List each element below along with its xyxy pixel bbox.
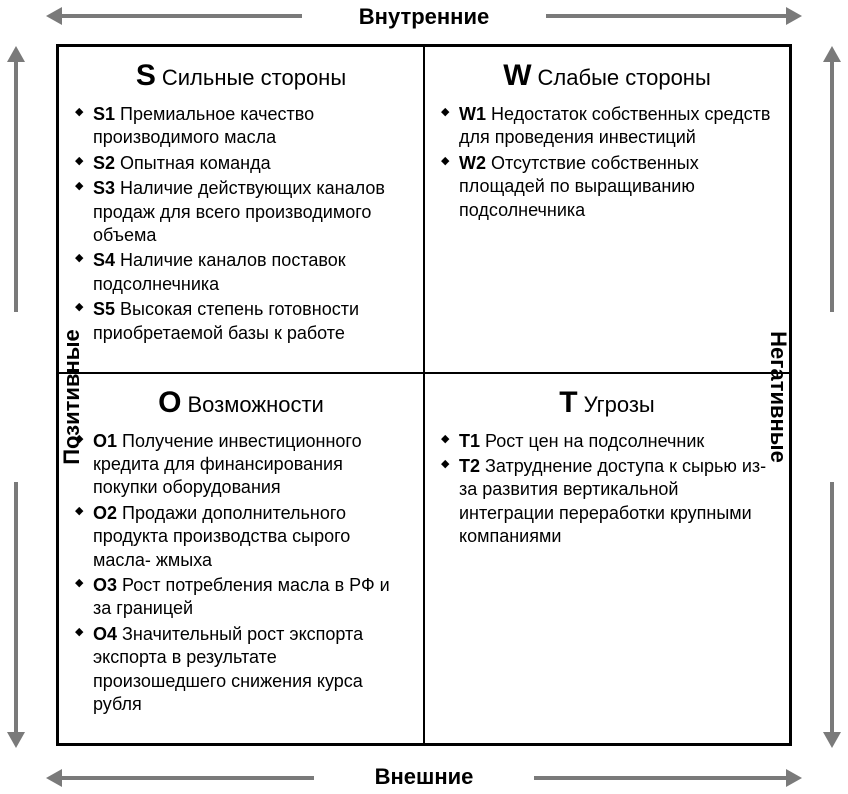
item-code: O3	[93, 575, 117, 595]
quadrant-letter: O	[158, 386, 181, 419]
item-code: O2	[93, 503, 117, 523]
item-code: T1	[459, 431, 480, 451]
axis-label-top: Внутренние	[359, 4, 489, 30]
item-code: T2	[459, 456, 480, 476]
item-text: Премиальное качество производимого масла	[93, 104, 314, 147]
item-text: Затруднение доступа к сырью из-за развит…	[459, 456, 766, 546]
quadrant-strengths: SСильные стороны S1 Премиальное качество…	[58, 46, 424, 373]
arrowhead-bottom-right	[786, 769, 802, 787]
quadrant-letter: T	[559, 386, 577, 419]
quadrant-header: SСильные стороны	[75, 59, 407, 93]
quadrant-header: T Угрозы	[441, 386, 773, 420]
arrowhead-left-up	[7, 46, 25, 62]
list-item: S2 Опытная команда	[75, 152, 407, 175]
arrow-top-left	[62, 14, 302, 18]
arrowhead-bottom-left	[46, 769, 62, 787]
item-text: Значительный рост экспорта экспорта в ре…	[93, 624, 363, 714]
quadrant-letter: W	[503, 59, 531, 92]
quadrant-title: Угрозы	[584, 392, 655, 417]
list-item: T1 Рост цен на подсолнечник	[441, 430, 773, 453]
item-text: Продажи дополнительного продукта произво…	[93, 503, 350, 570]
arrowhead-top-left	[46, 7, 62, 25]
quadrant-items-s: S1 Премиальное качество производимого ма…	[75, 103, 407, 345]
item-text: Наличие каналов поставок подсолнечника	[93, 250, 346, 293]
item-text: Недостаток собственных средств для прове…	[459, 104, 770, 147]
item-code: O4	[93, 624, 117, 644]
item-text: Рост потребления масла в РФ и за границе…	[93, 575, 390, 618]
arrow-right-up	[830, 62, 834, 312]
item-code: S3	[93, 178, 115, 198]
list-item: O4 Значительный рост экспорта экспорта в…	[75, 623, 407, 717]
item-code: S4	[93, 250, 115, 270]
list-item: O3 Рост потребления масла в РФ и за гран…	[75, 574, 407, 621]
quadrant-letter: S	[136, 59, 156, 92]
item-text: Рост цен на подсолнечник	[480, 431, 704, 451]
item-code: S2	[93, 153, 115, 173]
item-code: S5	[93, 299, 115, 319]
item-text: Высокая степень готовности приобретаемой…	[93, 299, 359, 342]
swot-diagram: Внутренние Внешние Позитивные Негативные…	[0, 0, 848, 794]
item-text: Наличие действующих каналов продаж для в…	[93, 178, 385, 245]
swot-matrix: SСильные стороны S1 Премиальное качество…	[56, 44, 792, 746]
arrowhead-right-up	[823, 46, 841, 62]
quadrant-title: Слабые стороны	[538, 65, 711, 90]
item-text: Опытная команда	[115, 153, 271, 173]
arrow-left-up	[14, 62, 18, 312]
item-code: W1	[459, 104, 486, 124]
quadrant-title: Возможности	[188, 392, 324, 417]
item-code: W2	[459, 153, 486, 173]
quadrant-header: W Слабые стороны	[441, 59, 773, 93]
quadrant-header: O Возможности	[75, 386, 407, 420]
list-item: S1 Премиальное качество производимого ма…	[75, 103, 407, 150]
list-item: T2 Затруднение доступа к сырью из-за раз…	[441, 455, 773, 549]
arrow-bottom-right	[534, 776, 786, 780]
list-item: S5 Высокая степень готовности приобретае…	[75, 298, 407, 345]
arrowhead-top-right	[786, 7, 802, 25]
quadrant-threats: TУгрозы T1 Рост цен на подсолнечникT2 За…	[424, 373, 790, 744]
item-text: Получение инвестиционного кредита для фи…	[93, 431, 362, 498]
list-item: S3 Наличие действующих каналов продаж дл…	[75, 177, 407, 247]
arrowhead-right-down	[823, 732, 841, 748]
list-item: O2 Продажи дополнительного продукта прои…	[75, 502, 407, 572]
list-item: W2 Отсутствие собственных площадей по вы…	[441, 152, 773, 222]
arrow-right-down	[830, 482, 834, 732]
quadrant-items-o: O1 Получение инвестиционного кредита для…	[75, 430, 407, 717]
list-item: S4 Наличие каналов поставок подсолнечник…	[75, 249, 407, 296]
list-item: W1 Недостаток собственных средств для пр…	[441, 103, 773, 150]
quadrant-title: Сильные стороны	[162, 65, 346, 90]
quadrant-items-w: W1 Недостаток собственных средств для пр…	[441, 103, 773, 222]
quadrant-weaknesses: W Слабые стороны W1 Недостаток собственны…	[424, 46, 790, 373]
item-code: O1	[93, 431, 117, 451]
list-item: O1 Получение инвестиционного кредита для…	[75, 430, 407, 500]
arrow-left-down	[14, 482, 18, 732]
quadrant-opportunities: O Возможности O1 Получение инвестиционног…	[58, 373, 424, 744]
item-text: Отсутствие собственных площадей по выращ…	[459, 153, 699, 220]
arrow-bottom-left	[62, 776, 314, 780]
quadrant-items-t: T1 Рост цен на подсолнечникT2 Затруднени…	[441, 430, 773, 549]
axis-label-bottom: Внешние	[375, 764, 474, 790]
arrowhead-left-down	[7, 732, 25, 748]
item-code: S1	[93, 104, 115, 124]
arrow-top-right	[546, 14, 786, 18]
